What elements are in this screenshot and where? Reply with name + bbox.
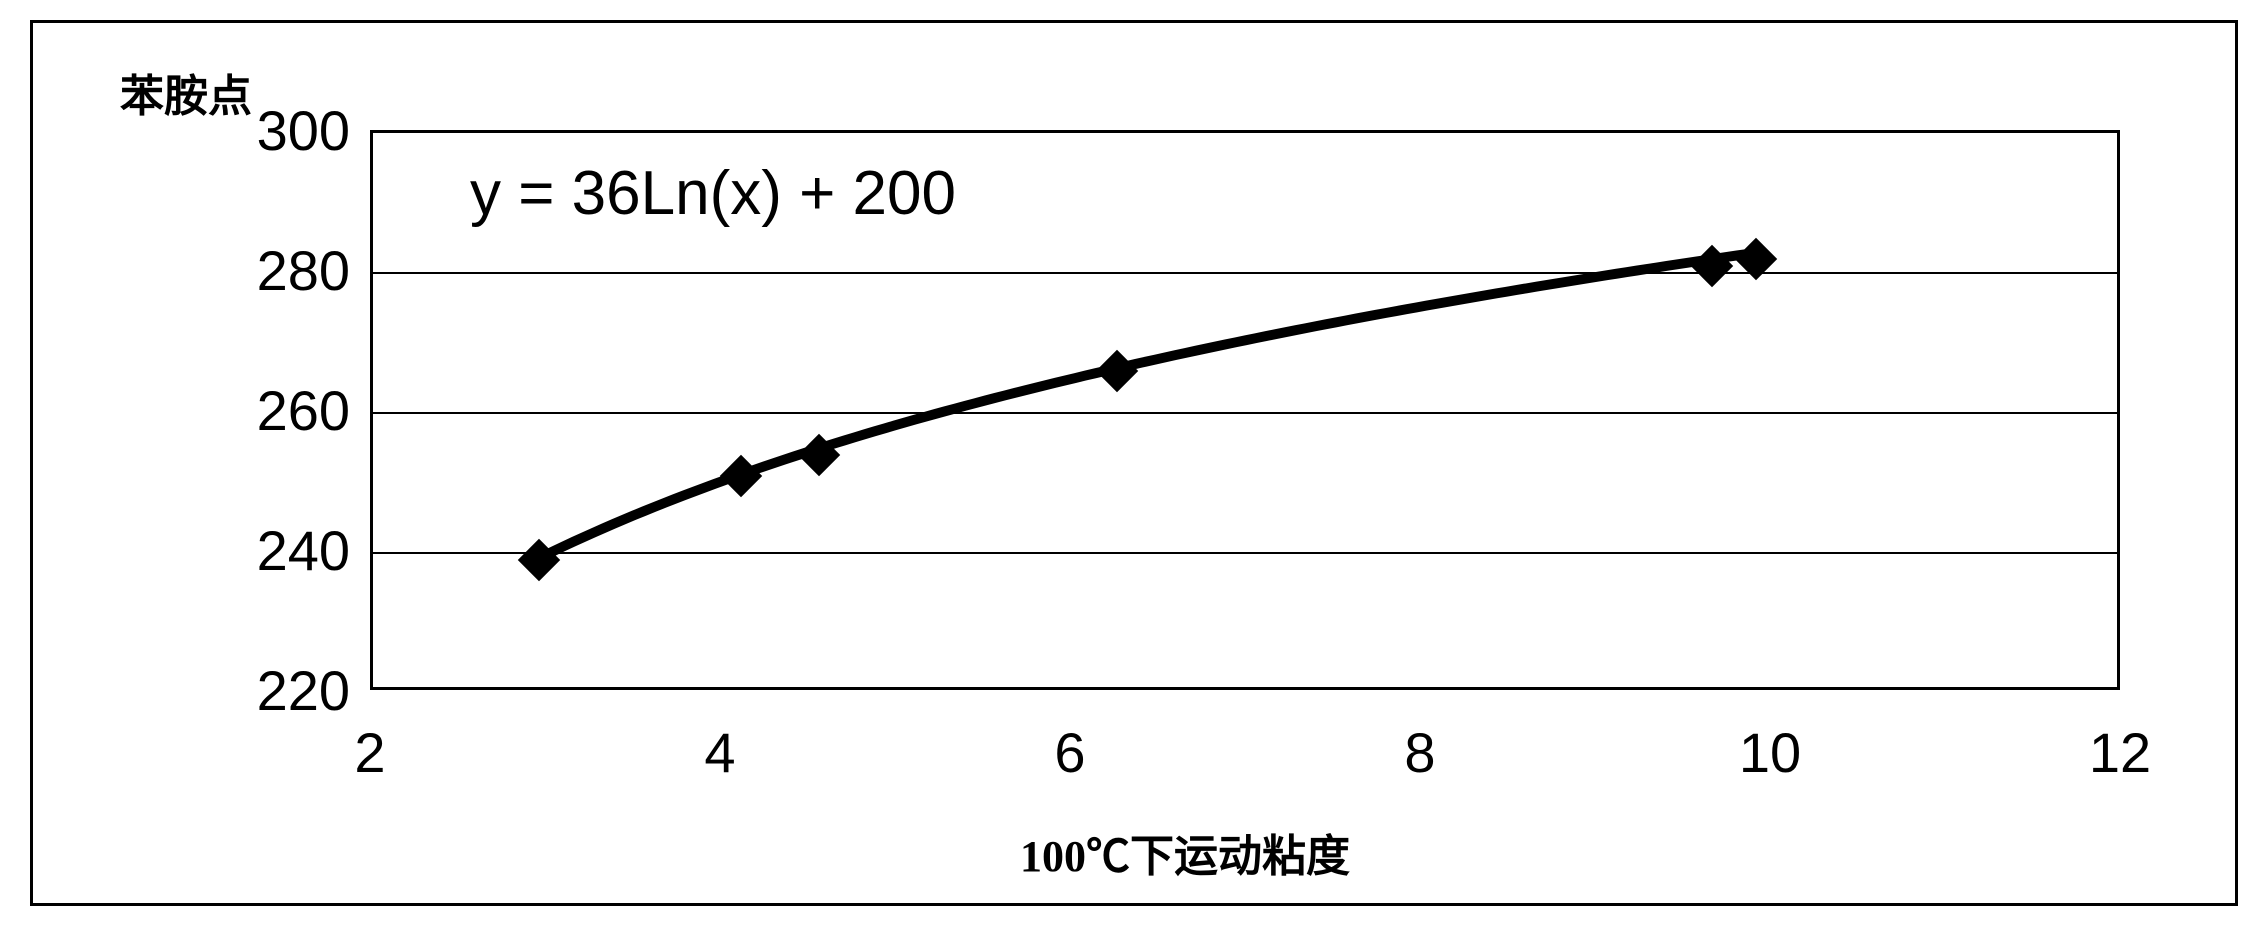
x-tick-label: 2 xyxy=(310,720,430,785)
y-tick-label: 240 xyxy=(200,518,350,583)
gridline xyxy=(373,552,2117,554)
y-tick-label: 260 xyxy=(200,378,350,443)
x-tick-label: 8 xyxy=(1360,720,1480,785)
equation-label: y = 36Ln(x) + 200 xyxy=(470,158,956,229)
x-tick-label: 12 xyxy=(2060,720,2180,785)
gridline xyxy=(373,272,2117,274)
gridline xyxy=(373,412,2117,414)
x-tick-label: 10 xyxy=(1710,720,1830,785)
y-tick-label: 300 xyxy=(200,98,350,163)
x-tick-label: 4 xyxy=(660,720,780,785)
y-tick-label: 280 xyxy=(200,238,350,303)
x-axis-title: 100℃下运动粘度 xyxy=(1020,820,1350,884)
y-tick-label: 220 xyxy=(200,658,350,723)
x-tick-label: 6 xyxy=(1010,720,1130,785)
